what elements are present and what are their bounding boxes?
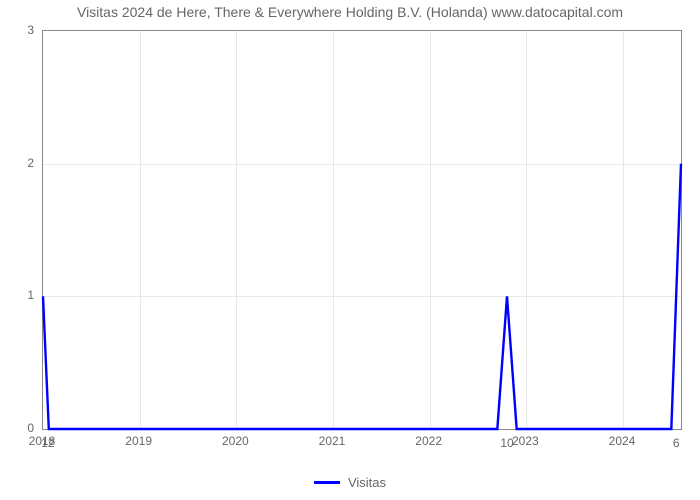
legend: Visitas: [0, 472, 700, 490]
series-line: [43, 164, 681, 429]
annotation-label: 6: [673, 436, 680, 450]
legend-label: Visitas: [348, 475, 386, 490]
x-tick-label: 2019: [125, 434, 152, 448]
line-series: [43, 31, 681, 429]
chart-root: { "chart": { "type": "line", "title": "V…: [0, 0, 700, 500]
legend-swatch-icon: [314, 481, 340, 484]
y-tick-label: 1: [27, 288, 34, 302]
chart-title: Visitas 2024 de Here, There & Everywhere…: [0, 4, 700, 20]
x-tick-label: 2021: [319, 434, 346, 448]
x-tick-label: 2020: [222, 434, 249, 448]
y-tick-label: 0: [27, 421, 34, 435]
y-tick-label: 3: [27, 23, 34, 37]
x-tick-label: 2018: [29, 434, 56, 448]
x-tick-label: 2023: [512, 434, 539, 448]
x-tick-label: 2022: [415, 434, 442, 448]
y-tick-label: 2: [27, 156, 34, 170]
x-tick-label: 2024: [609, 434, 636, 448]
plot-area: 12106: [42, 30, 682, 430]
